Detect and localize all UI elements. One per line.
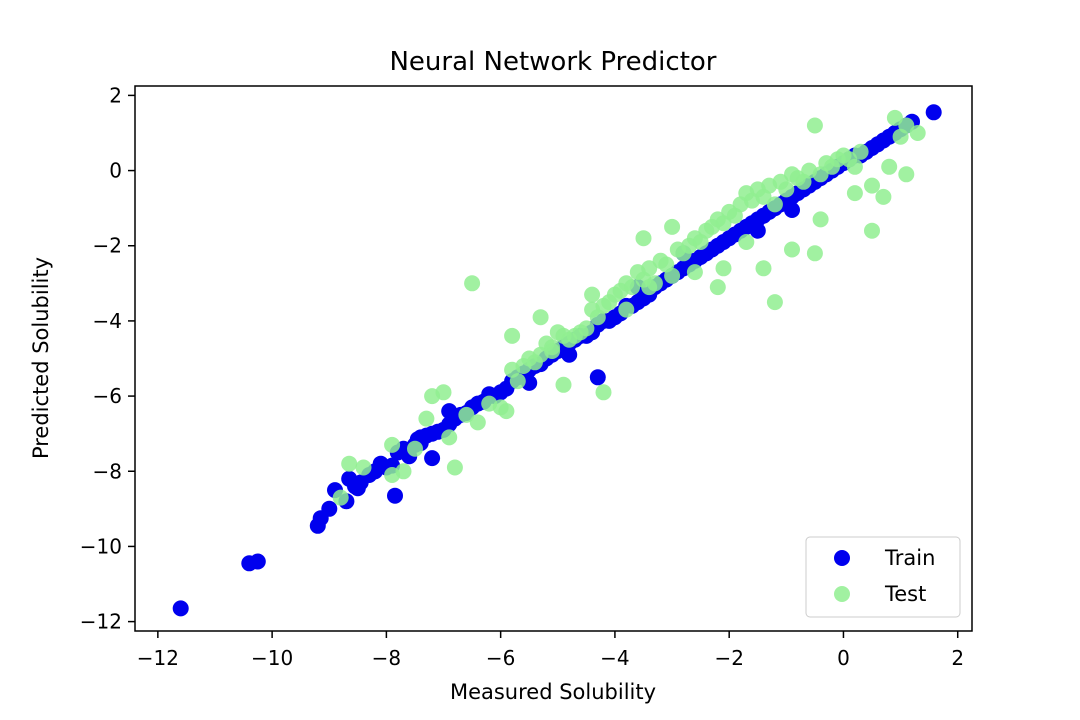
x-tick-label: −10 <box>251 646 293 670</box>
y-tick-label: −4 <box>93 309 122 333</box>
chart-title: Neural Network Predictor <box>389 47 716 77</box>
y-tick-label: −2 <box>93 234 122 258</box>
test-point <box>709 279 726 296</box>
test-point <box>778 181 795 198</box>
train-point <box>441 403 458 420</box>
legend-marker-test <box>834 586 850 602</box>
test-point <box>578 320 595 337</box>
test-point <box>384 436 401 453</box>
test-point <box>384 467 401 483</box>
test-point <box>555 376 572 393</box>
test-point <box>864 222 880 239</box>
test-point <box>441 429 458 446</box>
x-axis-label: Measured Solubility <box>450 680 656 704</box>
test-point <box>806 245 823 262</box>
test-point <box>544 343 561 359</box>
test-point <box>766 196 783 213</box>
test-point <box>864 177 880 194</box>
test-point <box>418 410 435 427</box>
test-point <box>898 166 915 183</box>
test-point <box>784 241 800 258</box>
legend-marker-train <box>834 550 850 566</box>
test-point <box>881 158 898 175</box>
test-point <box>624 279 641 296</box>
test-point <box>686 264 703 281</box>
test-point <box>332 489 349 506</box>
test-point <box>898 117 915 134</box>
test-point <box>664 267 681 284</box>
legend-box <box>805 536 961 618</box>
test-point <box>738 234 755 250</box>
series-train <box>172 104 942 617</box>
test-point <box>341 455 358 472</box>
train-point <box>387 487 403 504</box>
x-tick-label: −8 <box>372 646 401 670</box>
test-point <box>641 279 658 296</box>
test-point <box>498 403 515 420</box>
test-point <box>846 185 863 202</box>
test-point <box>886 109 903 126</box>
test-point <box>532 309 549 326</box>
test-point <box>355 459 372 476</box>
train-point <box>749 222 766 239</box>
test-point <box>766 294 783 311</box>
test-point <box>509 373 526 390</box>
y-tick-label: 0 <box>109 159 122 183</box>
x-tick-label: 0 <box>837 646 850 670</box>
test-point <box>909 125 926 141</box>
test-point <box>641 260 658 277</box>
y-tick-label: −8 <box>93 459 122 483</box>
x-tick-label: −2 <box>714 646 743 670</box>
test-point <box>635 230 652 247</box>
legend: Train Test <box>805 536 961 618</box>
train-point <box>784 202 800 218</box>
plot-area <box>134 85 973 632</box>
test-point <box>875 188 892 205</box>
train-point <box>561 346 578 363</box>
legend-label-train: Train <box>884 546 935 570</box>
test-point <box>446 459 463 476</box>
train-point <box>925 104 942 121</box>
test-point <box>458 406 475 423</box>
test-point <box>595 384 612 401</box>
x-tick-label: −6 <box>486 646 515 670</box>
x-tick-label: −12 <box>137 646 179 670</box>
y-tick-label: −10 <box>80 534 122 558</box>
test-point <box>755 260 772 277</box>
test-point <box>806 117 823 134</box>
test-point <box>812 211 829 228</box>
x-axis: −12 −10 −8 −6 −4 −2 0 2 <box>137 631 964 670</box>
test-point <box>846 158 863 175</box>
test-point <box>464 275 481 292</box>
test-point <box>407 440 423 457</box>
test-point <box>852 143 869 160</box>
y-tick-label: 2 <box>109 83 122 107</box>
test-point <box>618 301 635 318</box>
y-axis: −12 −10 −8 −6 −4 −2 0 2 <box>80 83 135 634</box>
test-point <box>504 327 521 344</box>
train-point <box>589 369 606 386</box>
train-point <box>249 553 266 570</box>
train-point <box>172 600 189 617</box>
y-axis-label: Predicted Solubility <box>29 257 53 459</box>
points-layer <box>172 104 942 617</box>
x-tick-label: 2 <box>951 646 964 670</box>
test-point <box>664 218 681 235</box>
test-point <box>715 260 732 277</box>
train-point <box>424 450 441 467</box>
y-tick-label: −12 <box>80 610 122 634</box>
test-point <box>584 286 601 303</box>
test-point <box>469 414 486 431</box>
legend-label-test: Test <box>884 582 926 606</box>
train-point <box>321 500 338 517</box>
series-test <box>332 109 926 506</box>
x-tick-label: −4 <box>600 646 629 670</box>
y-tick-label: −6 <box>93 384 122 408</box>
test-point <box>435 384 452 401</box>
